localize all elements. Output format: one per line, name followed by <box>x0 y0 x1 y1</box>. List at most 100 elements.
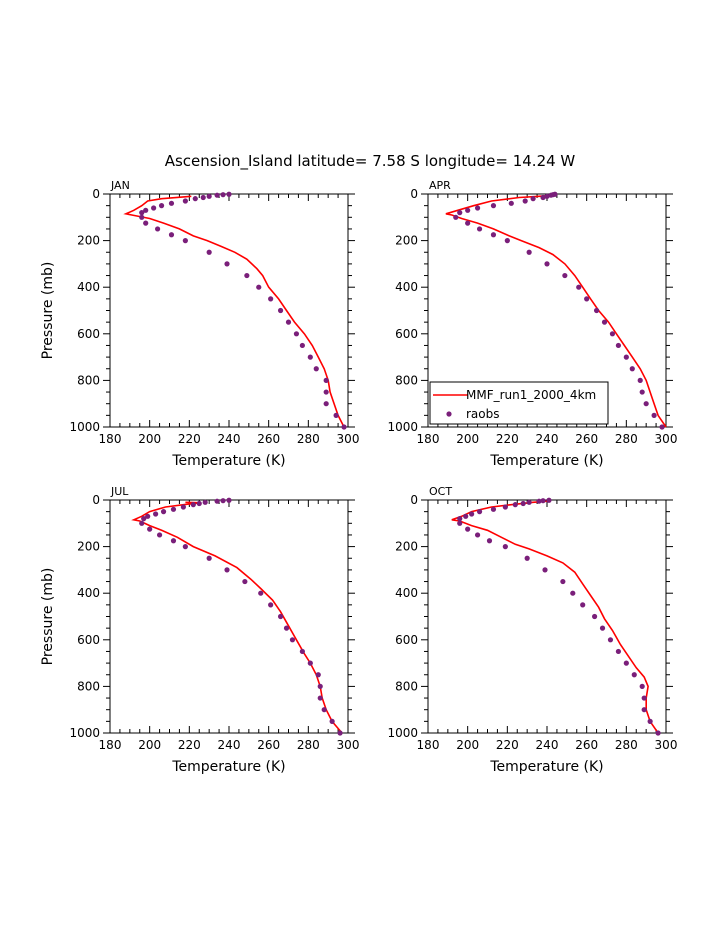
obs-point <box>641 695 647 701</box>
obs-point <box>592 613 598 620</box>
x-tick-label: 260 <box>575 432 598 446</box>
x-tick-label: 300 <box>655 738 678 752</box>
y-tick-label: 600 <box>395 633 418 647</box>
panel-label-oct: OCT <box>429 485 452 498</box>
y-axis-label: Pressure (mb) <box>40 568 56 666</box>
y-tick-label: 0 <box>410 187 418 201</box>
obs-point <box>576 284 582 290</box>
obs-point <box>244 272 250 279</box>
y-tick-label: 600 <box>395 327 418 341</box>
obs-point <box>490 232 497 238</box>
x-tick-label: 260 <box>575 738 598 752</box>
x-tick-label: 300 <box>337 432 360 446</box>
obs-point <box>536 498 542 504</box>
x-tick-label: 300 <box>655 432 678 446</box>
obs-point <box>474 532 481 538</box>
x-tick-label: 180 <box>417 432 440 446</box>
panel-label-jan: JAN <box>110 179 130 192</box>
obs-point <box>490 506 497 512</box>
x-tick-label: 240 <box>218 738 241 752</box>
obs-point <box>623 354 629 360</box>
obs-point <box>220 498 226 504</box>
obs-point <box>631 672 637 678</box>
x-axis-label: Temperature (K) <box>489 453 603 469</box>
obs-point <box>268 602 274 608</box>
obs-point <box>637 377 643 383</box>
obs-point <box>307 354 313 360</box>
obs-point <box>289 637 296 643</box>
obs-point <box>469 511 475 517</box>
panel-label-apr: APR <box>429 179 451 192</box>
x-tick-label: 280 <box>297 738 320 752</box>
obs-point <box>200 194 206 201</box>
obs-point <box>544 193 550 199</box>
obs-point <box>155 226 161 232</box>
y-tick-label: 1000 <box>69 420 100 434</box>
obs-point <box>474 205 481 211</box>
obs-point <box>299 648 305 655</box>
panel-apr: APR 180 200 220 240 260 280 300 0 200 400 600 800 100… <box>387 179 677 469</box>
obs-point <box>457 520 463 526</box>
series-line-model <box>123 195 345 428</box>
y-tick-label: 0 <box>92 493 100 507</box>
obs-point <box>323 389 329 395</box>
x-tick-label: 200 <box>138 738 161 752</box>
legend-dot-swatch <box>446 411 452 417</box>
obs-point <box>333 412 339 418</box>
obs-point <box>548 192 554 198</box>
obs-point <box>530 196 536 202</box>
obs-point <box>609 331 616 337</box>
obs-point <box>524 555 530 561</box>
obs-point <box>283 625 290 631</box>
y-tick-label: 200 <box>395 540 418 554</box>
panel-jul: JUL 180 200 220 240 260 280 300 0 200 400 600 800 100… <box>40 485 359 775</box>
obs-point <box>457 210 463 216</box>
obs-point <box>601 319 608 325</box>
obs-point <box>593 307 600 314</box>
obs-point <box>313 366 319 372</box>
x-axis-label: Temperature (K) <box>489 759 603 775</box>
obs-point <box>170 538 177 544</box>
x-tick-label: 260 <box>257 738 280 752</box>
obs-point <box>323 377 329 383</box>
x-tick-label: 200 <box>456 738 479 752</box>
obs-point <box>139 520 145 526</box>
obs-point <box>139 210 145 216</box>
panel-jan: JAN 180 200 220 240 260 280 300 0 200 400 600 800 100… <box>40 179 359 469</box>
obs-point <box>615 342 622 349</box>
y-tick-label: 400 <box>395 280 418 294</box>
obs-point <box>256 284 262 290</box>
obs-point <box>655 730 661 736</box>
obs-point <box>639 389 645 395</box>
obs-point <box>476 509 483 515</box>
obs-point <box>182 198 188 204</box>
y-tick-label: 800 <box>395 373 418 387</box>
obs-point <box>599 625 606 631</box>
obs-point <box>151 205 157 211</box>
obs-point <box>224 261 230 267</box>
obs-point <box>520 500 526 507</box>
y-tick-label: 600 <box>77 633 100 647</box>
obs-point <box>584 296 590 302</box>
obs-point <box>321 707 327 713</box>
obs-point <box>141 516 147 522</box>
obs-point <box>202 499 208 505</box>
obs-point <box>214 192 220 198</box>
x-tick-label: 180 <box>99 432 122 446</box>
obs-point <box>156 532 163 538</box>
obs-point <box>323 401 329 407</box>
obs-point <box>540 194 546 201</box>
obs-point <box>526 499 532 505</box>
obs-point <box>317 695 323 701</box>
panel-oct: OCT 180 200 220 240 260 280 300 0 200 400 600 800 100… <box>387 485 677 775</box>
x-tick-label: 280 <box>615 738 638 752</box>
obs-point <box>490 203 497 209</box>
obs-point <box>180 504 186 510</box>
obs-point <box>502 504 508 510</box>
figure-title: Ascension_Island latitude= 7.58 S longit… <box>165 152 576 171</box>
x-tick-label: 180 <box>417 738 440 752</box>
y-tick-label: 1000 <box>387 726 418 740</box>
y-tick-label: 1000 <box>387 420 418 434</box>
obs-point <box>641 707 647 713</box>
obs-point <box>639 683 645 690</box>
